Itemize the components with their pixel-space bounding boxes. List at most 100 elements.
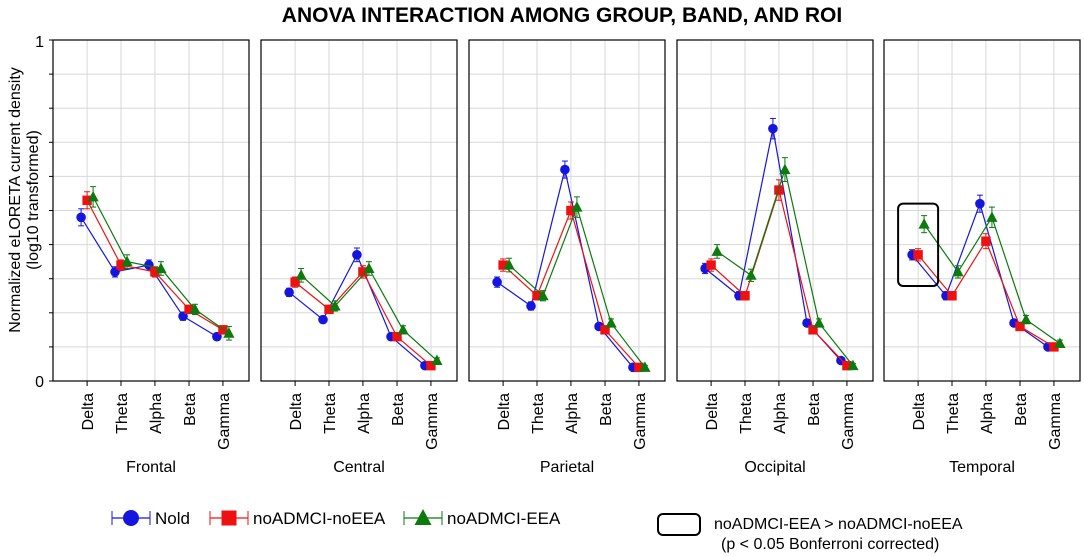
roi-label: Parietal <box>540 459 594 476</box>
data-point <box>503 259 515 270</box>
x-tick-label: Alpha <box>148 393 165 434</box>
data-point <box>363 262 375 273</box>
data-point <box>740 291 750 301</box>
x-tick-label: Beta <box>390 393 407 426</box>
data-point <box>295 269 307 280</box>
data-point <box>87 190 99 202</box>
series-noadmci-eea <box>918 206 1066 348</box>
x-tick-label: Theta <box>738 393 755 434</box>
x-tick-label: Theta <box>530 393 547 434</box>
series-line <box>923 215 1061 344</box>
panel-frontal: Delta Theta Alpha Beta Gamma Frontal <box>49 39 250 476</box>
roi-label: Temporal <box>949 459 1015 476</box>
legend-marker <box>221 510 237 526</box>
panel-occipital: Delta Theta Alpha Beta Gamma Occipital <box>676 39 874 476</box>
panel-temporal: Delta Theta Alpha Beta Gamma Temporal <box>883 39 1081 476</box>
series-line <box>911 201 1049 348</box>
data-point <box>223 327 235 338</box>
panel-frame <box>52 39 250 382</box>
data-point <box>745 269 757 280</box>
data-point <box>634 362 644 373</box>
data-point <box>526 301 536 311</box>
data-point <box>426 360 436 371</box>
data-point <box>571 201 583 212</box>
x-tick-label: Theta <box>114 393 131 434</box>
data-point <box>600 325 610 335</box>
series-noadmci-eea <box>87 186 235 341</box>
x-tick-label: Gamma <box>632 393 649 450</box>
data-point <box>492 277 502 287</box>
x-tick-label: Beta <box>598 393 615 426</box>
data-point <box>566 205 576 216</box>
x-tick-label: Alpha <box>564 393 581 434</box>
data-point <box>947 291 957 301</box>
legend: Nold noADMCI-noEEA noADMCI-EEA noADMCI-EEA … <box>111 509 963 553</box>
series-noadmci-eea <box>295 261 443 366</box>
legend-item-noadmci-noeea: noADMCI-noEEA <box>209 509 386 528</box>
roi-label: Central <box>333 459 385 476</box>
data-point <box>290 277 300 287</box>
legend-marker <box>414 509 432 525</box>
legend-significance-box <box>657 513 701 536</box>
data-point <box>711 245 723 256</box>
data-point <box>1015 321 1025 332</box>
series-nold <box>76 208 222 342</box>
series-noadmci-noeea <box>290 265 436 371</box>
data-point <box>639 361 651 372</box>
data-point <box>605 317 617 328</box>
roi-label: Frontal <box>126 459 176 476</box>
data-point <box>352 250 362 260</box>
data-point <box>121 255 133 267</box>
legend-item-nold: Nold <box>111 509 190 528</box>
data-point <box>76 212 86 223</box>
data-point <box>1049 342 1059 352</box>
x-tick-label: Delta <box>288 393 305 430</box>
legend-marker <box>123 510 139 526</box>
data-point <box>986 211 998 222</box>
series-line <box>80 217 218 338</box>
significance-highlight-box <box>897 202 940 287</box>
series-noadmci-eea <box>503 196 651 372</box>
x-tick-label: Delta <box>496 393 513 430</box>
data-point <box>184 304 194 315</box>
data-point <box>392 331 402 342</box>
data-point <box>82 195 92 205</box>
x-tick-label: Beta <box>1013 393 1030 426</box>
series-line <box>288 253 426 367</box>
panel-frame <box>883 39 1081 382</box>
data-point <box>913 250 923 260</box>
legend-label: Nold <box>155 509 190 528</box>
x-tick-label: Theta <box>322 393 339 434</box>
x-tick-label: Alpha <box>772 393 789 434</box>
data-point <box>498 260 508 270</box>
series-noadmci-noeea <box>913 233 1059 352</box>
data-point <box>706 260 716 270</box>
series-noadmci-noeea <box>82 191 228 335</box>
data-point <box>155 262 167 273</box>
panel-frame <box>260 39 458 382</box>
x-tick-label: Alpha <box>356 393 373 434</box>
x-tick-label: Gamma <box>424 393 441 450</box>
series-nold <box>284 247 430 371</box>
y-tick-label-0: 0 <box>35 374 44 391</box>
chart-title: ANOVA INTERACTION AMONG GROUP, BAND, AND… <box>282 4 842 27</box>
data-point <box>318 314 328 325</box>
panel-frame <box>676 39 874 382</box>
legend-item-significance: noADMCI-EEA > noADMCI-noEEA (p < 0.05 Bon… <box>657 513 963 553</box>
roi-label: Occipital <box>744 459 805 476</box>
data-point <box>397 323 409 335</box>
y-axis-label-line1: Normalized eLORETA current density <box>7 67 24 333</box>
panels-layer: Delta Theta Alpha Beta Gamma Frontal Delta Thet… <box>49 39 1081 476</box>
data-point <box>324 304 334 315</box>
data-point <box>431 354 443 366</box>
data-point <box>358 267 368 277</box>
x-tick-label: Beta <box>182 393 199 426</box>
x-tick-label: Gamma <box>1047 393 1064 450</box>
data-point <box>813 317 825 328</box>
y-axis-label: Normalized eLORETA current density (log1… <box>7 67 42 333</box>
legend-item-noadmci-eea: noADMCI-EEA <box>403 509 561 528</box>
x-tick-label: Delta <box>911 393 928 430</box>
panel-frame <box>468 39 666 382</box>
x-tick-label: Theta <box>945 393 962 434</box>
legend-label: noADMCI-noEEA <box>253 509 386 528</box>
